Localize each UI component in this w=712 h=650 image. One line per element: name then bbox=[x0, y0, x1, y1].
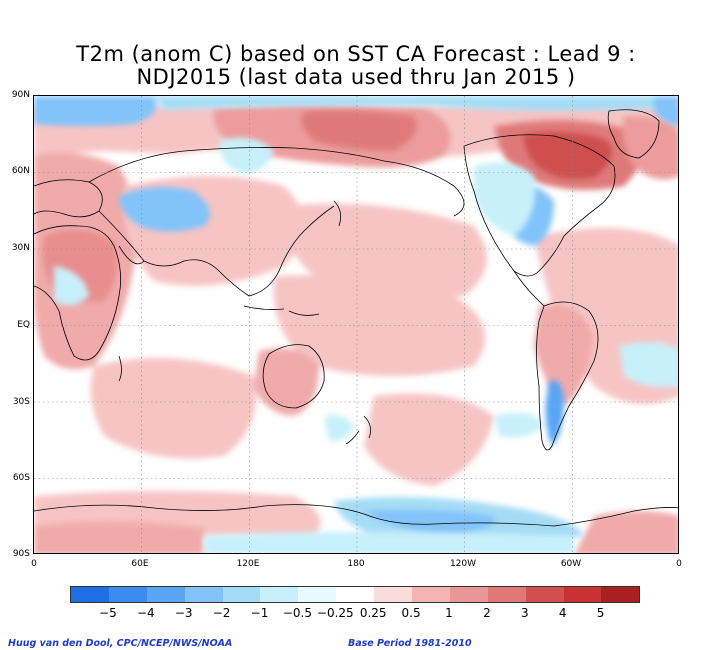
coastline-indonesia bbox=[243, 305, 320, 316]
cool-region-ross-core bbox=[364, 509, 496, 534]
coastline-central-america bbox=[513, 270, 545, 307]
lat-label-90n: 90N bbox=[11, 90, 30, 100]
colorbar-swatch bbox=[601, 587, 640, 602]
coastline-north-america bbox=[463, 134, 616, 277]
colorbar-swatch bbox=[71, 587, 109, 602]
map-title-line-1: T2m (anom C) based on SST CA Forecast : … bbox=[76, 42, 636, 66]
warm-region-north-pacific bbox=[283, 203, 487, 297]
colorbar-label: −0.5 bbox=[282, 606, 312, 620]
coastline-eurasia-north bbox=[88, 147, 465, 217]
lat-label-30n: 30N bbox=[11, 243, 30, 253]
cool-region-south-atlantic bbox=[494, 412, 544, 438]
map-title-line-2: NDJ2015 (last data used thru Jan 2015 ) bbox=[136, 65, 576, 89]
coastline-south-america bbox=[536, 301, 599, 451]
lon-label-0: 0 bbox=[31, 559, 37, 569]
warm-region-central-siberia-core bbox=[301, 110, 417, 151]
cool-region-arctic-east bbox=[154, 96, 678, 111]
coastline-new-zealand bbox=[345, 415, 372, 445]
colorbar-swatch bbox=[146, 587, 185, 602]
lat-label-60s: 60S bbox=[12, 473, 30, 483]
warm-region-south-america bbox=[534, 304, 594, 406]
lon-label-180: 180 bbox=[347, 559, 365, 569]
colorbar-label: −3 bbox=[174, 606, 193, 620]
lat-label-60n: 60N bbox=[11, 166, 30, 176]
credit-base-period: Base Period 1981-2010 bbox=[348, 638, 472, 649]
colorbar-swatch bbox=[525, 587, 564, 602]
lat-label-30s: 30S bbox=[12, 397, 30, 407]
anomaly-map-canvas bbox=[34, 96, 678, 553]
colorbar-label: −1 bbox=[250, 606, 269, 620]
colorbar-label: 1 bbox=[445, 606, 453, 620]
cool-region-us-light bbox=[474, 162, 535, 236]
colorbar-swatch bbox=[222, 587, 261, 602]
cool-region-africa-east bbox=[54, 266, 89, 305]
warm-region-tropical-pacific bbox=[273, 275, 486, 376]
cool-region-barents bbox=[654, 96, 678, 126]
warm-region-greenland bbox=[622, 115, 678, 180]
colorbar-label: 4 bbox=[558, 606, 567, 620]
colorbar-swatch bbox=[449, 587, 488, 602]
cool-anomaly-regions bbox=[34, 96, 678, 553]
graticule bbox=[34, 96, 678, 553]
coastline-madagascar bbox=[118, 355, 122, 382]
warm-anomaly-regions bbox=[34, 104, 678, 553]
colorbar-swatch bbox=[563, 587, 602, 602]
coastline-asia-south bbox=[98, 205, 335, 297]
coastline-greenland bbox=[607, 109, 660, 159]
warm-region-south-pacific bbox=[364, 393, 494, 486]
colorbar-label: −5 bbox=[99, 606, 117, 620]
colorbar-label: 5 bbox=[596, 606, 605, 620]
colorbar-swatch bbox=[108, 587, 147, 602]
colorbar-label: 0.5 bbox=[401, 606, 421, 620]
lon-label-60w: 60W bbox=[560, 559, 582, 569]
warm-region-hudson-core bbox=[523, 131, 612, 180]
warm-region-australia bbox=[254, 348, 319, 416]
colorbar-swatch bbox=[412, 587, 450, 602]
colorbar bbox=[70, 586, 641, 603]
lon-label-120e: 120E bbox=[236, 559, 260, 569]
credit-author: Huug van den Dool, CPC/NCEP/NWS/NOAA bbox=[8, 638, 233, 649]
lon-label-0-east: 0 bbox=[676, 559, 682, 569]
warm-region-antarctic-east bbox=[575, 511, 678, 553]
cool-region-west-siberia bbox=[219, 137, 274, 174]
colorbar-label: 0.25 bbox=[359, 606, 387, 620]
lon-label-120w: 120W bbox=[449, 559, 477, 569]
colorbar-swatch bbox=[374, 587, 413, 602]
coastline-africa bbox=[34, 225, 122, 361]
colorbar-label: −4 bbox=[136, 606, 155, 620]
cool-region-antarctic-edge bbox=[204, 532, 574, 553]
cool-region-tasman bbox=[324, 414, 354, 441]
coastlines bbox=[34, 109, 678, 527]
colorbar-swatch bbox=[184, 587, 223, 602]
cool-region-andes bbox=[545, 380, 564, 446]
warm-region-indian-ocean bbox=[90, 358, 257, 459]
colorbar-label: −2 bbox=[212, 606, 231, 620]
coastline-australia bbox=[262, 344, 325, 409]
coastline-antarctica bbox=[34, 504, 678, 527]
coastline-arabia bbox=[118, 245, 145, 265]
anomaly-map bbox=[33, 95, 679, 554]
colorbar-swatch bbox=[298, 587, 337, 602]
coastline-japan bbox=[333, 200, 342, 227]
colorbar-swatch bbox=[336, 587, 375, 602]
lat-label-90s: 90S bbox=[12, 549, 30, 559]
colorbar-swatch bbox=[260, 587, 299, 602]
cool-region-southeast-pacific bbox=[619, 342, 678, 388]
cool-region-central-asia bbox=[119, 187, 210, 232]
colorbar-swatch bbox=[487, 587, 526, 602]
colorbar-label: −0.25 bbox=[316, 606, 354, 620]
warm-region-antarctic-west bbox=[34, 521, 204, 553]
lat-label-eq: EQ bbox=[17, 320, 30, 330]
cool-region-arctic-west bbox=[34, 96, 157, 126]
colorbar-label: 2 bbox=[483, 606, 491, 620]
colorbar-label: 3 bbox=[520, 606, 529, 620]
lon-label-60e: 60E bbox=[131, 559, 149, 569]
